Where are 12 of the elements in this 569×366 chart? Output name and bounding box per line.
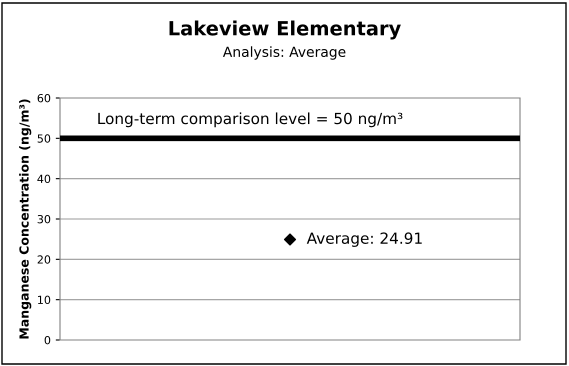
- y-tick-label: 50: [38, 134, 50, 143]
- chart-title: Lakeview Elementary: [170, 20, 401, 40]
- y-tick-label: 20: [38, 255, 50, 264]
- y-tick-label: 0: [44, 336, 50, 344]
- y-tick-label: 10: [38, 296, 50, 304]
- ref-line-label: Long-term comparison level = 50 ng/m³: [98, 112, 402, 128]
- data-label: Average: 24.91: [306, 232, 422, 247]
- y-axis-title: Manganese Concentration (ng/m³): [19, 99, 32, 338]
- y-tick-label: 30: [38, 214, 50, 224]
- y-tick-label: 60: [38, 94, 50, 102]
- chart-subtitle: Analysis: Average: [222, 46, 346, 60]
- y-tick-label: 40: [37, 174, 50, 184]
